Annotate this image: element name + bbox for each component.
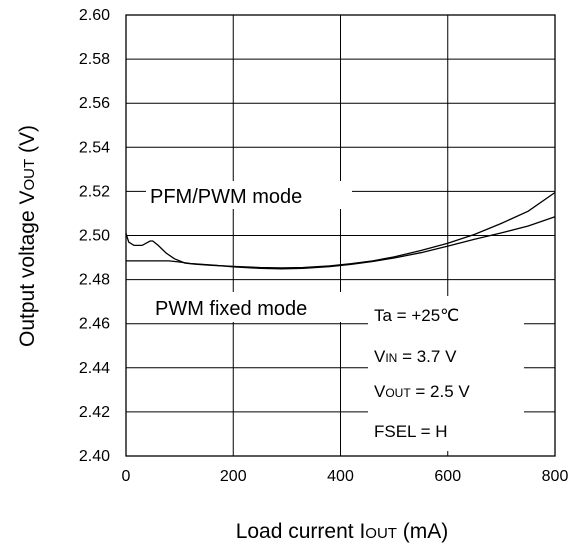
x-tick-label: 200: [220, 468, 247, 485]
y-tick-label: 2.60: [79, 7, 110, 24]
y-tick-label: 2.48: [79, 272, 110, 289]
y-tick-label: 2.58: [79, 51, 110, 68]
annotation-ta: Ta = +25℃: [374, 306, 459, 325]
x-tick-label: 600: [434, 468, 461, 485]
x-axis-title: Load current IOUT (mA): [236, 520, 449, 543]
pfm-label-box: [146, 181, 352, 209]
y-tick-label: 2.56: [79, 95, 110, 112]
curves: [125, 191, 556, 270]
annotation-vout: VOUT = 2.5 V: [374, 382, 470, 401]
y-tick-label: 2.46: [79, 316, 110, 333]
series-label-pfm-pwm: PFM/PWM mode: [150, 186, 302, 208]
plot-frame: [125, 14, 556, 457]
y-tick-label: 2.40: [79, 448, 110, 465]
x-tick-label: 400: [327, 468, 354, 485]
y-tick-label: 2.44: [79, 360, 110, 377]
y-tick-label: 2.52: [79, 183, 110, 200]
series-label-pwm-fixed: PWM fixed mode: [155, 298, 307, 320]
conditions-annotation: Ta = +25℃ VIN = 3.7 V VOUT = 2.5 V FSEL …: [374, 306, 470, 441]
y-tick-label: 2.42: [79, 404, 110, 421]
y-axis-title: Output voltage VOUT (V): [16, 125, 39, 347]
y-tick-label: 2.50: [79, 228, 110, 245]
annotation-fsel: FSEL = H: [374, 422, 448, 441]
x-tick-label: 800: [542, 468, 569, 485]
pwm-label-box: [150, 292, 358, 322]
series-line-pwm-fixed: [126, 216, 556, 270]
conditions-box: [368, 296, 524, 451]
annotation-vin: VIN = 3.7 V: [374, 347, 457, 366]
x-tick-label: 0: [122, 468, 131, 485]
y-tick-label: 2.54: [79, 139, 110, 156]
tick-labels: 2.40 2.42 2.44 2.46 2.48 2.50 2.52 2.54 2.56 2.58…: [79, 7, 569, 485]
